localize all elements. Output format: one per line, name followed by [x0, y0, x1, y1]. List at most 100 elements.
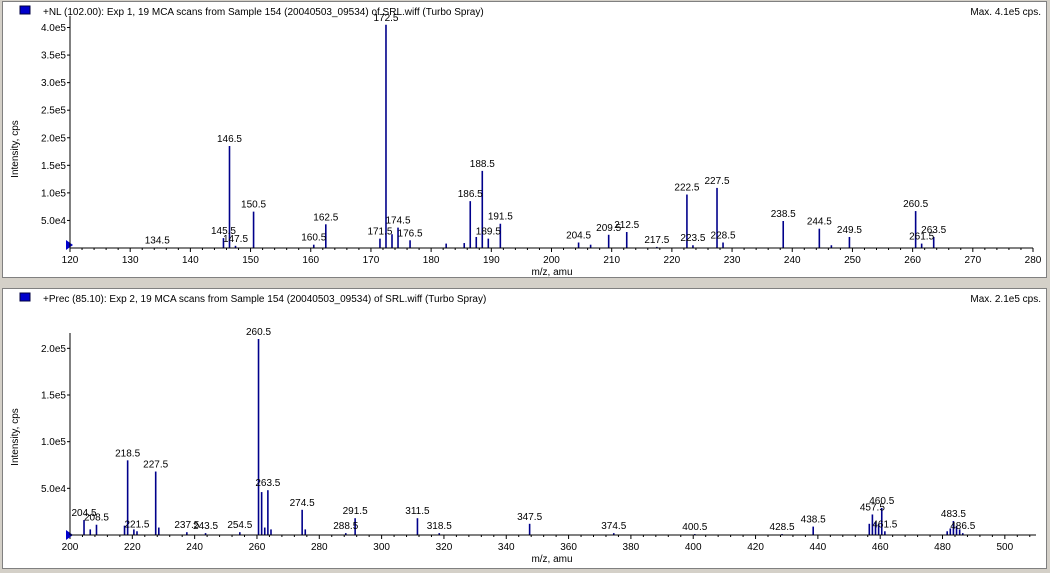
spectrum-pane-nl: +NL (102.00): Exp 1, 19 MCA scans from S… [2, 1, 1047, 278]
x-tick-label: 340 [498, 542, 515, 553]
x-tick-label: 280 [1025, 255, 1042, 266]
max-intensity-label: Max. 2.1e5 cps. [970, 294, 1041, 305]
peak-label: 260.5 [903, 199, 928, 210]
peak-label: 374.5 [601, 521, 626, 532]
peak-label: 261.5 [909, 232, 934, 243]
peak-label: 486.5 [950, 521, 975, 532]
peak-label: 189.5 [476, 227, 501, 238]
peak-label: 227.5 [143, 460, 168, 471]
peak-label: 223.5 [680, 233, 705, 244]
y-tick-label: 1.5e5 [41, 391, 66, 402]
pane-title: +NL (102.00): Exp 1, 19 MCA scans from S… [43, 7, 484, 18]
x-tick-label: 240 [186, 542, 203, 553]
y-tick-label: 1.5e5 [41, 161, 66, 172]
peak-label: 147.5 [223, 234, 248, 245]
x-tick-label: 200 [543, 255, 560, 266]
y-axis-label: Intensity, cps [10, 408, 21, 466]
peak-label: 237.5 [174, 520, 199, 531]
x-tick-label: 320 [436, 542, 453, 553]
peak-label: 228.5 [711, 230, 736, 241]
peak-label: 172.5 [373, 13, 398, 24]
x-tick-label: 260 [249, 542, 266, 553]
x-tick-label: 150 [242, 255, 259, 266]
y-tick-label: 1.0e5 [41, 188, 66, 199]
peak-label: 260.5 [246, 327, 271, 338]
peak-label: 460.5 [869, 496, 894, 507]
x-tick-label: 170 [363, 255, 380, 266]
peak-label: 400.5 [682, 522, 707, 533]
y-axis-label: Intensity, cps [10, 120, 21, 178]
max-intensity-label: Max. 4.1e5 cps. [970, 7, 1041, 18]
y-tick-label: 2.5e5 [41, 106, 66, 117]
peak-label: 218.5 [115, 448, 140, 459]
x-tick-label: 140 [182, 255, 199, 266]
peak-label: 191.5 [488, 212, 513, 223]
x-tick-label: 300 [373, 542, 390, 553]
x-axis-ticks: 120 130 140 150 160 170 180 190 200 210 220 230 240 2… [62, 248, 1042, 266]
peak-labels: 134.5 145.5 146.5 147.5 150.5 160.5 162.5 171.5… [145, 13, 947, 247]
peak-label: 238.5 [771, 209, 796, 220]
x-tick-label: 270 [964, 255, 981, 266]
peak-label: 171.5 [367, 227, 392, 238]
peak-label: 244.5 [807, 217, 832, 228]
peak-label: 461.5 [872, 519, 897, 530]
x-tick-label: 360 [560, 542, 577, 553]
peak-label: 209.5 [596, 223, 621, 234]
y-tick-label: 1.0e5 [41, 437, 66, 448]
peak-label: 146.5 [217, 134, 242, 145]
peak-label: 174.5 [386, 216, 411, 227]
x-tick-label: 500 [996, 542, 1013, 553]
peak-label: 254.5 [227, 520, 252, 531]
peak-label: 204.5 [566, 230, 591, 241]
y-tick-label: 4.0e5 [41, 23, 66, 34]
y-tick-label: 5.0e4 [41, 216, 66, 227]
peak-label: 150.5 [241, 200, 266, 211]
y-tick-label: 5.0e4 [41, 484, 66, 495]
peak-bars [83, 339, 964, 535]
peak-label: 291.5 [343, 506, 368, 517]
x-tick-label: 230 [724, 255, 741, 266]
peak-label: 222.5 [674, 183, 699, 194]
pane-title: +Prec (85.10): Exp 2, 19 MCA scans from … [43, 294, 486, 305]
peak-label: 311.5 [405, 506, 430, 517]
peak-label: 483.5 [941, 509, 966, 520]
peak-label: 457.5 [860, 502, 885, 513]
peak-label: 263.5 [921, 225, 946, 236]
x-tick-label: 400 [685, 542, 702, 553]
y-tick-label: 3.5e5 [41, 51, 66, 62]
peak-label: 145.5 [211, 226, 236, 237]
x-tick-label: 460 [872, 542, 889, 553]
peak-label: 243.5 [193, 521, 218, 532]
x-tick-label: 190 [483, 255, 500, 266]
peak-label: 208.5 [84, 513, 109, 524]
x-tick-label: 130 [122, 255, 139, 266]
nl-spectrum-chart: +NL (102.00): Exp 1, 19 MCA scans from S… [10, 5, 1042, 277]
peak-label: 186.5 [458, 189, 483, 200]
x-axis-label: m/z, amu [531, 267, 572, 277]
peak-label: 249.5 [837, 225, 862, 236]
peak-label: 274.5 [290, 498, 315, 509]
pane-marker-icon[interactable] [19, 5, 31, 15]
x-axis-label: m/z, amu [531, 554, 572, 565]
peak-label: 212.5 [614, 220, 639, 231]
x-tick-label: 200 [62, 542, 79, 553]
x-tick-label: 380 [623, 542, 640, 553]
peak-label: 347.5 [517, 512, 542, 523]
y-tick-label: 2.0e5 [41, 133, 66, 144]
peak-label: 176.5 [398, 228, 423, 239]
peak-bars [156, 24, 935, 248]
x-tick-label: 280 [311, 542, 328, 553]
y-tick-label: 2.0e5 [41, 344, 66, 355]
pane-marker-icon[interactable] [19, 292, 31, 302]
x-tick-label: 240 [784, 255, 801, 266]
x-tick-label: 420 [747, 542, 764, 553]
peak-label: 438.5 [801, 515, 826, 526]
peak-label: 160.5 [301, 233, 326, 244]
x-tick-label: 160 [302, 255, 319, 266]
y-axis-ticks: 5.0e4 1.0e5 1.5e5 2.0e5 [41, 344, 70, 495]
x-tick-label: 480 [934, 542, 951, 553]
peak-label: 134.5 [145, 235, 170, 246]
x-tick-label: 220 [664, 255, 681, 266]
x-tick-label: 180 [423, 255, 440, 266]
